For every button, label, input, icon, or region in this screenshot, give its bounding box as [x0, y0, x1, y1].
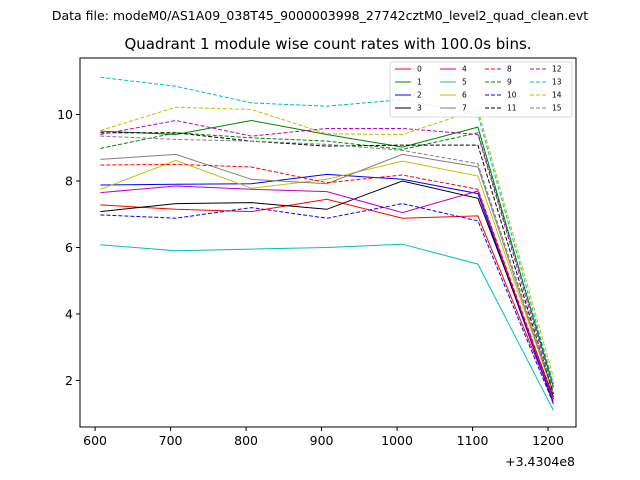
series-line-13 — [100, 76, 554, 384]
legend-label-15: 15 — [552, 104, 562, 113]
series-line-0 — [100, 198, 554, 401]
legend-label-3: 3 — [417, 104, 422, 113]
x-offset-label: +3.4304e8 — [505, 454, 575, 469]
series-line-14 — [100, 106, 554, 378]
x-tick-label: 900 — [310, 433, 334, 448]
legend-label-1: 1 — [417, 78, 422, 87]
legend-label-0: 0 — [417, 65, 422, 74]
series-line-3 — [100, 180, 554, 398]
series-line-2 — [100, 173, 554, 404]
series-line-11 — [100, 132, 554, 394]
series-line-4 — [100, 185, 554, 401]
legend-label-8: 8 — [507, 65, 512, 74]
y-tick-label: 10 — [57, 107, 73, 122]
legend-label-5: 5 — [462, 78, 467, 87]
legend-box — [389, 61, 573, 118]
series-line-10 — [100, 203, 554, 404]
axes-frame — [79, 57, 577, 428]
series-line-1 — [100, 119, 554, 388]
y-tick-label: 4 — [65, 306, 73, 321]
legend-label-6: 6 — [462, 91, 467, 100]
series-line-15 — [100, 135, 554, 391]
y-tick-label: 2 — [65, 373, 73, 388]
x-tick-label: 600 — [83, 433, 107, 448]
x-tick-label: 1200 — [532, 433, 564, 448]
x-tick-label: 800 — [234, 433, 258, 448]
series-line-6 — [100, 159, 554, 394]
series-line-12 — [100, 119, 554, 391]
y-tick-label: 8 — [65, 174, 73, 189]
legend-label-9: 9 — [507, 78, 512, 87]
x-tick-label: 1100 — [457, 433, 489, 448]
y-axis-ticks: 2 4 6 8 10 — [57, 107, 80, 388]
legend-label-12: 12 — [552, 65, 562, 74]
x-tick-label: 700 — [159, 433, 183, 448]
legend-label-11: 11 — [507, 104, 517, 113]
series-line-8 — [100, 163, 554, 399]
plot-series — [100, 76, 554, 411]
series-line-5 — [100, 243, 554, 411]
x-tick-label: 1000 — [381, 433, 413, 448]
data-file-suptitle: Data file: modeM0/AS1A09_038T45_90000039… — [52, 8, 588, 23]
series-line-9 — [100, 132, 554, 384]
y-tick-label: 6 — [65, 240, 73, 255]
x-axis-ticks: 600 700 800 900 1000 1100 1200 — [83, 427, 564, 448]
chart-title: Quadrant 1 module wise count rates with … — [124, 35, 531, 53]
legend-label-13: 13 — [552, 78, 562, 87]
legend-label-14: 14 — [552, 91, 562, 100]
legend-label-10: 10 — [507, 91, 517, 100]
legend-label-4: 4 — [462, 65, 467, 74]
series-line-7 — [100, 153, 554, 394]
plot-area-border — [79, 57, 577, 428]
legend-label-2: 2 — [417, 91, 422, 100]
legend-label-7: 7 — [462, 104, 467, 113]
